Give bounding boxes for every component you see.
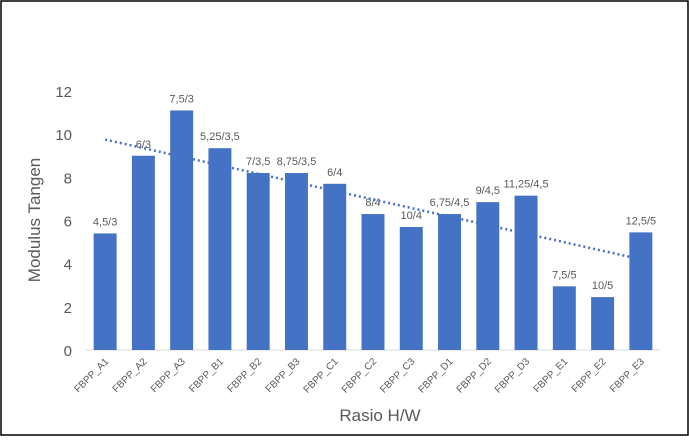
y-tick-label: 4 — [64, 257, 72, 274]
bar-annotation: 10/4 — [401, 210, 422, 222]
bar-annotation: 6,75/4,5 — [430, 197, 470, 209]
bar-annotation: 10/5 — [592, 280, 613, 292]
bar-annotation: 9/4,5 — [476, 185, 500, 197]
bar-annotation: 7,5/5 — [552, 269, 576, 281]
bar — [93, 233, 117, 350]
bar — [591, 297, 615, 350]
bar — [476, 202, 500, 350]
y-tick-label: 2 — [64, 300, 72, 317]
bar — [361, 214, 385, 350]
bar-annotation: 8,75/3,5 — [277, 156, 317, 168]
bar — [246, 173, 270, 350]
bar-annotation: 4,5/3 — [93, 216, 117, 228]
y-tick-label: 10 — [55, 127, 72, 144]
bar-annotation: 5,25/3,5 — [200, 131, 240, 143]
bar-annotation: 6/3 — [136, 139, 151, 151]
bar — [208, 148, 232, 350]
bar — [438, 214, 462, 350]
y-tick-label: 8 — [64, 170, 72, 187]
trendline — [104, 138, 642, 261]
bar — [629, 232, 653, 350]
y-axis-title: Modulus Tangen — [25, 158, 44, 282]
bar — [399, 226, 423, 350]
bar — [323, 183, 347, 350]
bar — [170, 110, 194, 350]
bar-annotation: 8/4 — [365, 197, 380, 209]
y-tick-label: 12 — [55, 84, 72, 101]
bar-annotation: 7,5/3 — [169, 93, 193, 105]
y-tick-label: 0 — [64, 343, 72, 360]
bar — [284, 173, 308, 350]
x-axis-title: Rasio H/W — [339, 406, 420, 425]
y-tick-label: 6 — [64, 214, 72, 231]
bar-annotation: 7/3,5 — [246, 156, 270, 168]
bar-annotation: 12,5/5 — [626, 215, 657, 227]
bar-annotation: 6/4 — [327, 167, 342, 179]
bar-annotation: 11,25/4,5 — [504, 179, 549, 191]
bar — [552, 286, 576, 350]
bar — [131, 155, 155, 350]
bar — [514, 195, 538, 350]
